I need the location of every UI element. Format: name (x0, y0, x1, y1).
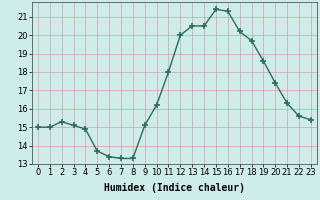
X-axis label: Humidex (Indice chaleur): Humidex (Indice chaleur) (104, 183, 245, 193)
